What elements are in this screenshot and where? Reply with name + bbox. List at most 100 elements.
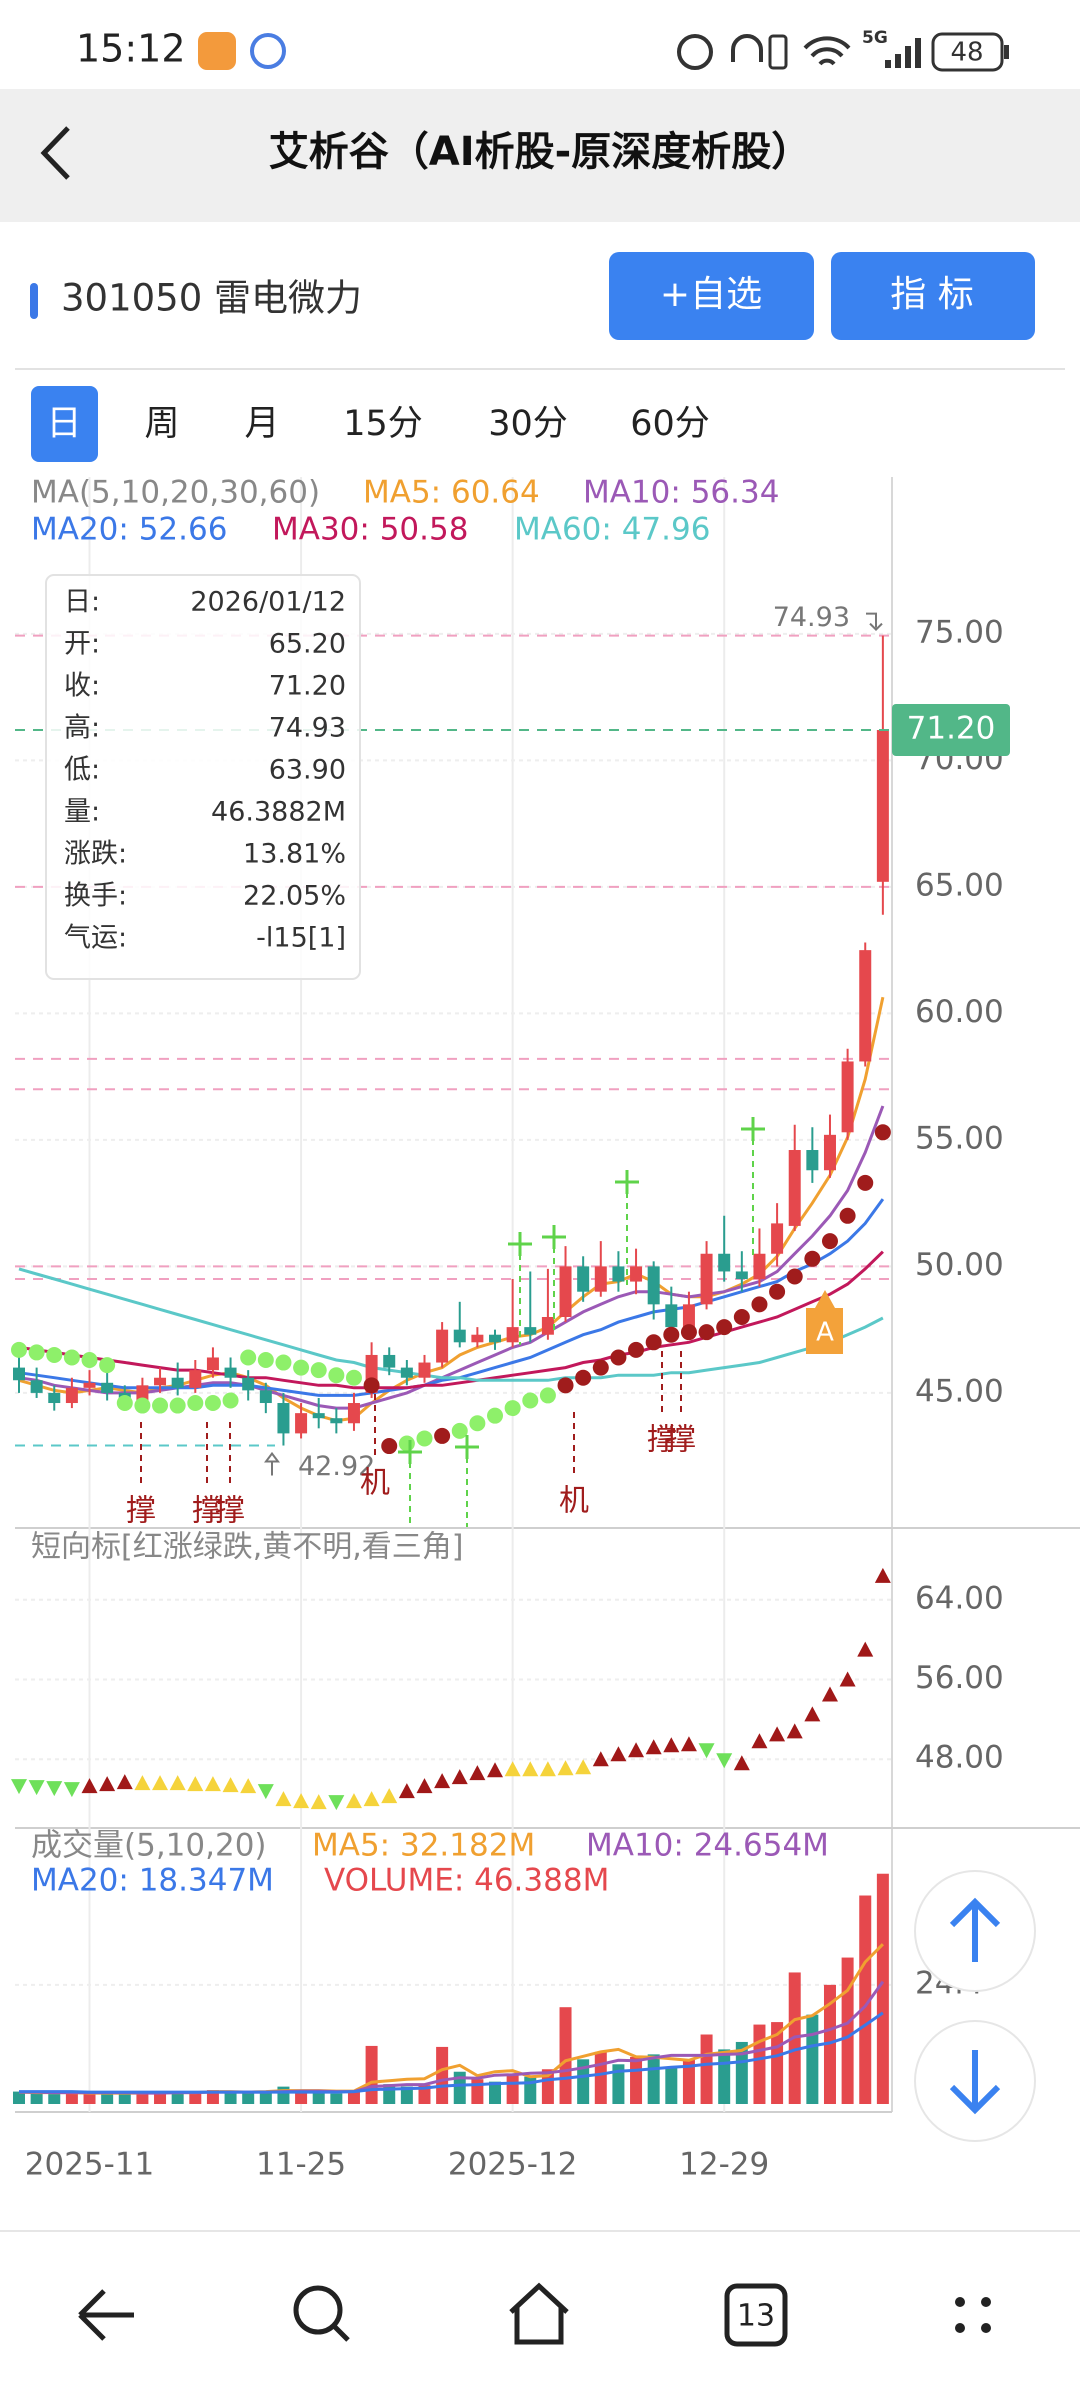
candle-body bbox=[806, 1150, 819, 1171]
support-dot bbox=[716, 1319, 733, 1336]
volume-bar bbox=[400, 2086, 413, 2104]
info-label: 低: bbox=[64, 755, 100, 786]
watchlist-button[interactable] bbox=[609, 252, 814, 340]
legend-entry: MA60: 47.96 bbox=[514, 512, 710, 548]
header bbox=[0, 89, 1080, 222]
nav-more-dot bbox=[981, 2297, 991, 2307]
signal-triangle bbox=[592, 1751, 609, 1767]
legend-entry: MA5: 60.64 bbox=[363, 475, 540, 511]
tab-active[interactable] bbox=[31, 386, 98, 462]
low-label: 42.92 bbox=[298, 1451, 375, 1482]
info-label: 日: bbox=[64, 587, 100, 618]
legend-entry: MA20: 18.347M bbox=[31, 1863, 274, 1899]
signal-triangle bbox=[363, 1791, 380, 1807]
candle-body bbox=[876, 730, 889, 882]
candle-body bbox=[330, 1418, 343, 1424]
candle-body bbox=[48, 1392, 61, 1404]
signal-label: 撑 bbox=[192, 1494, 222, 1529]
volume-bar bbox=[876, 1873, 889, 2104]
volume-bar bbox=[577, 2059, 590, 2104]
candle-body bbox=[453, 1329, 466, 1343]
hint-cross bbox=[508, 1232, 532, 1256]
app-icon bbox=[250, 33, 286, 69]
signal-label: 机 bbox=[360, 1466, 390, 1501]
nav-more[interactable] bbox=[955, 2297, 965, 2307]
candle-body bbox=[630, 1266, 643, 1282]
support-dot bbox=[857, 1174, 874, 1191]
volume-bar bbox=[841, 1957, 854, 2104]
volume-bar bbox=[489, 2081, 502, 2104]
signal-triangle bbox=[628, 1742, 645, 1758]
candle-body bbox=[101, 1382, 114, 1393]
candle-body bbox=[577, 1266, 590, 1292]
signal-triangle bbox=[169, 1775, 186, 1791]
volume-ma-line bbox=[19, 1980, 885, 2095]
support-dot bbox=[592, 1359, 609, 1376]
indicator-button-label: 指 标 bbox=[890, 274, 973, 315]
support-dot bbox=[46, 1346, 63, 1363]
signal-triangle bbox=[222, 1777, 239, 1793]
tab[interactable]: 周 bbox=[144, 404, 179, 444]
volume-bar bbox=[30, 2093, 43, 2104]
volume-bar bbox=[13, 2091, 25, 2104]
signal-triangle bbox=[874, 1567, 891, 1583]
support-dot bbox=[680, 1324, 697, 1341]
chart-area: 2025-11 11-25 2025-12 12-29 45.00 50.00 55.00 6… bbox=[11, 475, 1010, 2183]
signal-label: 机 bbox=[559, 1484, 589, 1519]
signal-triangle bbox=[645, 1739, 662, 1755]
signal-triangle bbox=[839, 1671, 856, 1687]
signal-triangle bbox=[416, 1778, 433, 1794]
candle-body bbox=[700, 1253, 713, 1305]
info-box-frame bbox=[45, 574, 361, 980]
support-dot bbox=[63, 1349, 80, 1366]
signal-triangle bbox=[381, 1788, 398, 1804]
volume-bar bbox=[83, 2093, 96, 2104]
signal-triangle bbox=[469, 1765, 486, 1781]
x-tick-label: 12-29 bbox=[679, 2147, 769, 2183]
support-dot bbox=[839, 1207, 856, 1224]
nav-tabs[interactable] bbox=[724, 2283, 788, 2347]
last-price-tag bbox=[892, 704, 1010, 757]
info-value: 74.93 bbox=[269, 713, 346, 744]
hint-cross bbox=[398, 1440, 422, 1464]
support-dot bbox=[733, 1309, 750, 1325]
volume-bar bbox=[365, 2045, 378, 2104]
signal-triangle bbox=[11, 1779, 27, 1795]
y-tick-label: 75.00 bbox=[915, 614, 1004, 650]
signal-triangle bbox=[733, 1755, 750, 1771]
tab[interactable]: 30分 bbox=[488, 404, 568, 444]
support-dot bbox=[81, 1352, 98, 1369]
tab[interactable]: 15分 bbox=[343, 404, 423, 444]
ma-line bbox=[18, 1267, 884, 1382]
y-tick-label: 48.00 bbox=[915, 1740, 1004, 1776]
support-dot bbox=[240, 1349, 257, 1366]
nav-more-dot bbox=[981, 2323, 991, 2333]
candle-body bbox=[259, 1390, 272, 1404]
signal-triangle bbox=[28, 1780, 45, 1796]
y-tick-label: 50.00 bbox=[915, 1247, 1004, 1283]
volume-bar bbox=[665, 2066, 678, 2104]
volume-bar bbox=[101, 2092, 114, 2104]
signal-triangle bbox=[539, 1761, 556, 1777]
tab[interactable]: 60分 bbox=[630, 404, 710, 444]
support-dot bbox=[310, 1362, 327, 1379]
volume-bar bbox=[718, 2049, 731, 2104]
candle-body bbox=[841, 1061, 854, 1133]
candle-body bbox=[295, 1413, 308, 1434]
volume-bar bbox=[859, 1895, 872, 2104]
tab[interactable]: 月 bbox=[244, 404, 279, 444]
marker-badge bbox=[806, 1290, 843, 1354]
support-dot bbox=[451, 1422, 468, 1439]
nav-back[interactable] bbox=[78, 2289, 134, 2341]
back-button[interactable] bbox=[40, 126, 70, 180]
support-dot bbox=[769, 1283, 786, 1300]
tab[interactable]: 日 bbox=[46, 404, 81, 444]
support-dot bbox=[28, 1344, 45, 1361]
nav-home[interactable] bbox=[509, 2282, 569, 2345]
candle-body bbox=[206, 1357, 219, 1371]
info-label: 量: bbox=[64, 797, 100, 828]
signal-triangle bbox=[328, 1795, 345, 1811]
indicator-button[interactable] bbox=[831, 252, 1035, 340]
nav-search[interactable] bbox=[293, 2285, 343, 2335]
signal-triangle bbox=[821, 1686, 838, 1702]
